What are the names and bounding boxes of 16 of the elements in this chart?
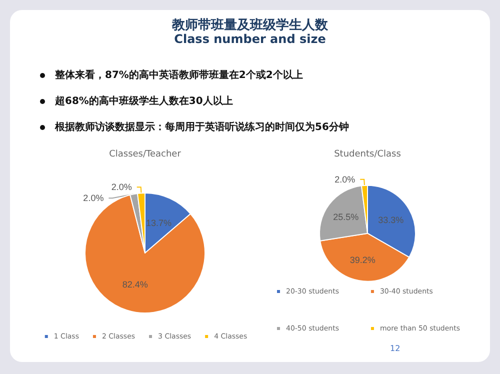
text: 整体来看，87%的高中英语教师带班量在2个或2个以上 (54, 68, 303, 82)
text: 教师带班量及班级学生人数 (170, 17, 329, 34)
text: 超68%的高中班级学生人数在30人以上 (54, 94, 233, 108)
data-label: 2.0% (334, 174, 356, 184)
text: 12 (390, 344, 400, 353)
chart-title: Students/Class (334, 150, 402, 160)
data-label: 39.2% (350, 254, 376, 265)
chart-title: Classes/Teacher (109, 150, 182, 160)
text: Class number and size (173, 32, 327, 46)
data-label: 25.5% (333, 212, 359, 222)
data-label: 2.0% (83, 193, 104, 204)
text: 根据教师访谈数据显示：每周用于英语听说练习的时间仅为56分钟 (54, 120, 349, 134)
data-label: 13.7% (146, 218, 172, 228)
data-label: 33.3% (378, 214, 404, 225)
data-label: 2.0% (111, 182, 132, 192)
data-label: 82.4% (122, 279, 148, 290)
